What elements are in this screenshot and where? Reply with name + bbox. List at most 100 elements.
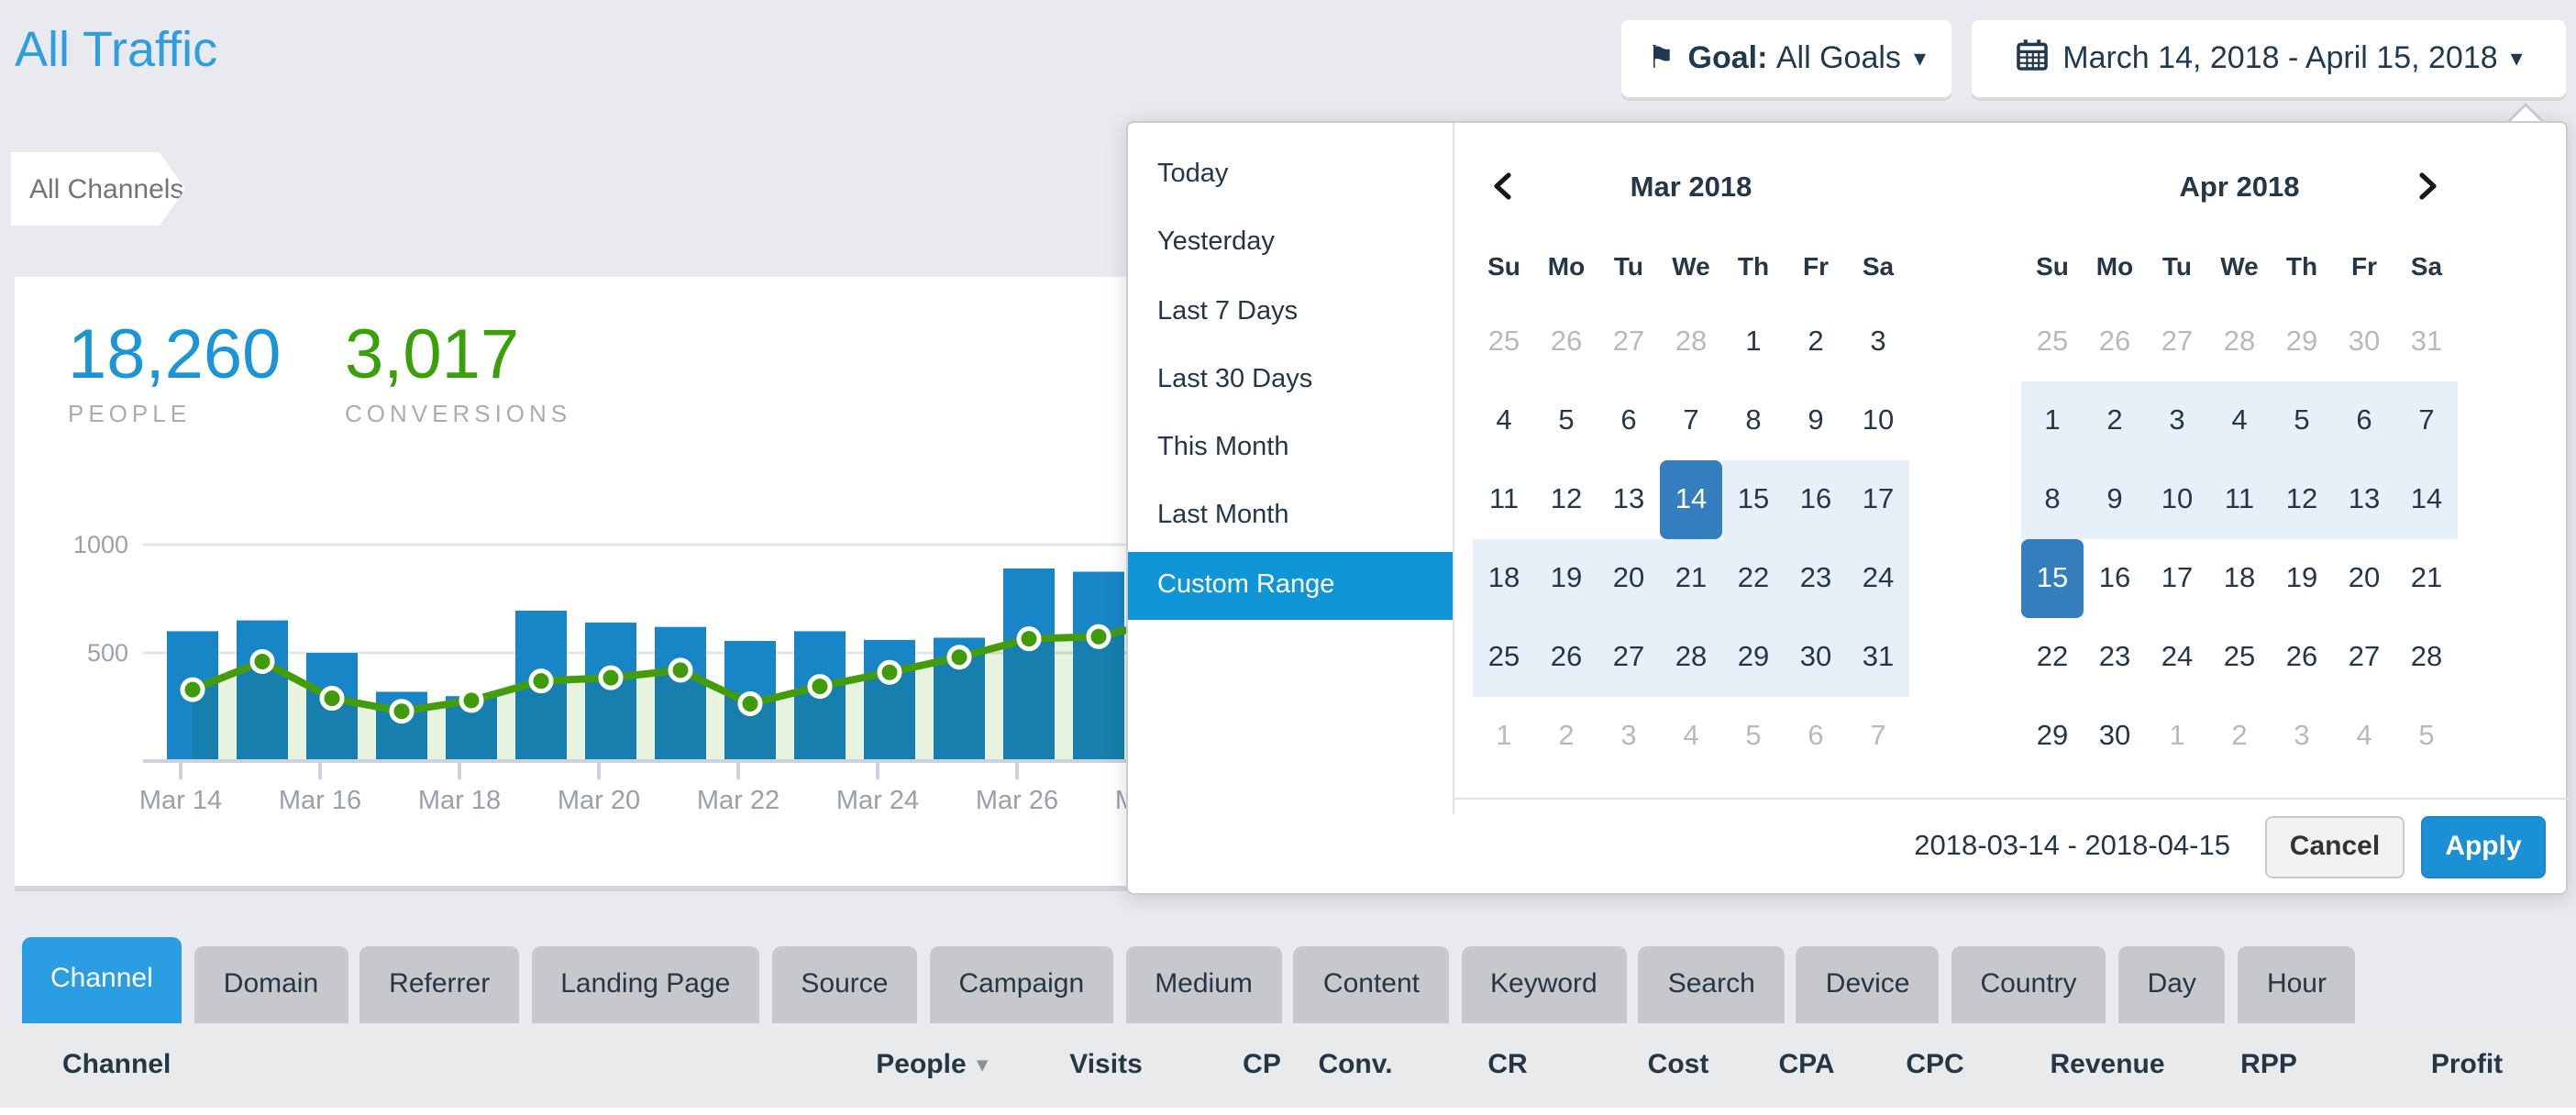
column-header[interactable]: CPA ▾	[1778, 1022, 1834, 1107]
calendar-day[interactable]: 16	[1785, 460, 1847, 539]
calendar-day[interactable]: 26	[2098, 326, 2131, 358]
calendar-day[interactable]: 1	[2169, 721, 2185, 752]
tab[interactable]: Landing Page	[531, 946, 760, 1022]
calendar-day[interactable]: 25	[1473, 618, 1535, 697]
calendar-day[interactable]: 27	[1612, 326, 1645, 358]
preset-item[interactable]: Today	[1128, 141, 1453, 210]
calendar-day[interactable]: 17	[2161, 563, 2194, 594]
calendar-day[interactable]: 25	[1487, 326, 1520, 358]
preset-item[interactable]: Last 30 Days	[1128, 347, 1453, 415]
tab[interactable]: Device	[1796, 946, 1940, 1022]
calendar-day[interactable]: 20	[2348, 563, 2381, 594]
calendar-day[interactable]: 24	[1847, 539, 1909, 618]
tab[interactable]: Country	[1951, 946, 2106, 1022]
calendar-day[interactable]: 1	[2021, 381, 2084, 460]
calendar-day[interactable]: 20	[1598, 539, 1660, 618]
column-header[interactable]: People ▾	[876, 1022, 987, 1107]
calendar-day[interactable]: 3	[1620, 721, 1637, 752]
calendar-day[interactable]: 9	[1808, 405, 1824, 436]
tab[interactable]: Domain	[193, 946, 348, 1022]
calendar-day[interactable]: 14	[2395, 460, 2458, 539]
calendar-day[interactable]: 1	[1496, 721, 1512, 752]
calendar-day[interactable]: 8	[1745, 405, 1762, 436]
calendar-day[interactable]: 2	[2084, 381, 2146, 460]
calendar-day[interactable]: 28	[1660, 618, 1722, 697]
calendar-day[interactable]: 18	[1473, 539, 1535, 618]
calendar-day[interactable]: 17	[1847, 460, 1909, 539]
calendar-day[interactable]: 4	[1496, 405, 1512, 436]
tab[interactable]: Source	[771, 946, 918, 1022]
calendar-day[interactable]: 26	[1550, 326, 1583, 358]
tab[interactable]: Medium	[1125, 946, 1282, 1022]
calendar-day[interactable]: 5	[1558, 405, 1575, 436]
tab[interactable]: Campaign	[929, 946, 1114, 1022]
calendar-day[interactable]: 21	[2410, 563, 2443, 594]
column-header[interactable]: RPP ▾	[2240, 1022, 2297, 1107]
calendar-day[interactable]: 28	[2410, 642, 2443, 673]
calendar-day[interactable]: 11	[1488, 484, 1520, 515]
calendar-day[interactable]: 29	[2285, 326, 2318, 358]
calendar-day[interactable]: 3	[2294, 721, 2310, 752]
tab[interactable]: Hour	[2237, 946, 2356, 1022]
calendar-day[interactable]: 4	[2356, 721, 2372, 752]
calendar-day[interactable]: 27	[2348, 642, 2381, 673]
preset-item[interactable]: Last 7 Days	[1128, 278, 1453, 347]
tab[interactable]: Content	[1293, 946, 1449, 1022]
tab[interactable]: Referrer	[359, 946, 520, 1022]
calendar-day[interactable]: 16	[2098, 563, 2131, 594]
calendar-day[interactable]: 30	[2348, 326, 2381, 358]
calendar-day[interactable]: 13	[2333, 460, 2395, 539]
calendar-day[interactable]: 10	[2146, 460, 2208, 539]
calendar-day[interactable]: 31	[1847, 618, 1909, 697]
column-header[interactable]: Profit ▾	[2431, 1022, 2503, 1107]
calendar-day[interactable]: 5	[1745, 721, 1762, 752]
calendar-day[interactable]: 12	[2271, 460, 2333, 539]
calendar-day[interactable]: 29	[2036, 721, 2069, 752]
calendar-day[interactable]: 2	[1808, 326, 1824, 358]
column-header[interactable]: Channel ▾	[62, 1022, 171, 1107]
calendar-day[interactable]: 15	[2021, 539, 2084, 618]
calendar-day[interactable]: 15	[1722, 460, 1785, 539]
calendar-day[interactable]: 22	[1722, 539, 1785, 618]
calendar-day[interactable]: 28	[2223, 326, 2256, 358]
calendar-day[interactable]: 5	[2271, 381, 2333, 460]
date-range-button[interactable]: March 14, 2018 - April 15, 2018 ▾	[1972, 20, 2566, 97]
calendar-day[interactable]: 11	[2208, 460, 2271, 539]
calendar-day[interactable]: 6	[1620, 405, 1637, 436]
calendar-day[interactable]: 4	[1683, 721, 1699, 752]
calendar-day[interactable]: 30	[2098, 721, 2131, 752]
calendar-day[interactable]: 7	[1683, 405, 1699, 436]
calendar-day[interactable]: 23	[1785, 539, 1847, 618]
calendar-day[interactable]: 4	[2208, 381, 2271, 460]
next-month-button[interactable]	[2417, 171, 2439, 216]
calendar-day[interactable]: 3	[1870, 326, 1886, 358]
tab[interactable]: Search	[1638, 946, 1785, 1022]
calendar-day[interactable]: 19	[2285, 563, 2318, 594]
channel-breadcrumb-tag[interactable]: All Channels	[11, 152, 185, 226]
prev-month-button[interactable]	[1491, 171, 1513, 216]
calendar-day[interactable]: 25	[2223, 642, 2256, 673]
calendar-day[interactable]: 3	[2146, 381, 2208, 460]
tab[interactable]: Keyword	[1461, 946, 1627, 1022]
calendar-day[interactable]: 31	[2410, 326, 2443, 358]
calendar-day[interactable]: 25	[2036, 326, 2069, 358]
preset-item[interactable]: Custom Range	[1128, 551, 1453, 621]
cancel-button[interactable]: Cancel	[2265, 815, 2405, 878]
column-header[interactable]: Conv. ▾	[1318, 1022, 1392, 1107]
calendar-day[interactable]: 23	[2098, 642, 2131, 673]
calendar-day[interactable]: 28	[1675, 326, 1708, 358]
column-header[interactable]: CR ▾	[1487, 1022, 1527, 1107]
calendar-day[interactable]: 7	[2395, 381, 2458, 460]
calendar-day[interactable]: 30	[1785, 618, 1847, 697]
calendar-day[interactable]: 26	[1535, 618, 1598, 697]
calendar-day[interactable]: 19	[1535, 539, 1598, 618]
column-header[interactable]: CPC ▾	[1906, 1022, 1963, 1107]
calendar-day[interactable]: 1	[1745, 326, 1762, 358]
calendar-day[interactable]: 21	[1660, 539, 1722, 618]
tab[interactable]: Channel	[21, 937, 182, 1022]
calendar-day[interactable]: 8	[2021, 460, 2084, 539]
preset-item[interactable]: Yesterday	[1128, 210, 1453, 279]
calendar-day[interactable]: 6	[1808, 721, 1824, 752]
calendar-day[interactable]: 18	[2223, 563, 2256, 594]
calendar-day[interactable]: 27	[1598, 618, 1660, 697]
